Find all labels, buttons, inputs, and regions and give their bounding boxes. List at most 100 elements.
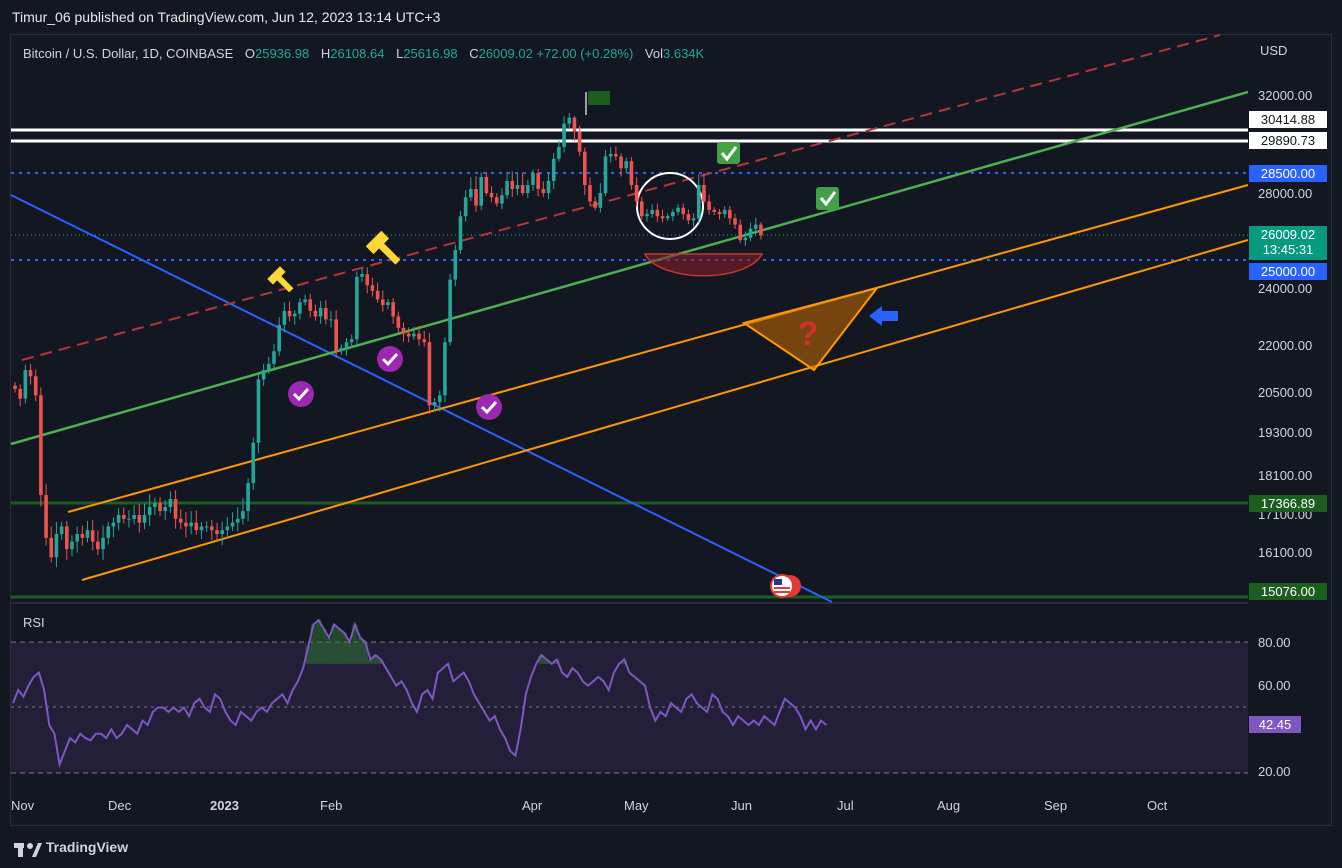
candle-body — [256, 379, 261, 443]
rsi-line — [12, 618, 827, 768]
candle-body — [101, 537, 105, 550]
candle-body — [121, 515, 126, 519]
rsi-overbought-bar — [373, 655, 379, 664]
rsi-overbought-bar — [310, 624, 317, 664]
candle-body — [551, 158, 556, 181]
candle-body — [676, 207, 680, 212]
blue-trendline — [10, 194, 833, 603]
candle-body — [80, 534, 85, 538]
price-tick: 16100.00 — [1258, 545, 1313, 560]
rsi-overbought-bar — [357, 637, 363, 664]
x-axis-label: Feb — [320, 798, 343, 813]
candle-body — [577, 131, 582, 152]
candle-body — [308, 299, 313, 311]
candle-body — [303, 299, 307, 303]
rsi-overbought-bar — [378, 659, 384, 664]
candle-body — [728, 209, 732, 219]
question-mark-icon: ? — [798, 315, 819, 353]
candle-body — [624, 161, 629, 169]
tradingview-logo[interactable]: TradingView — [14, 839, 128, 858]
candle-body — [318, 307, 323, 317]
candle-body — [412, 333, 416, 337]
candle-body — [375, 290, 380, 300]
candle-body — [479, 177, 483, 206]
candle-body — [189, 522, 193, 527]
candle-body — [526, 185, 530, 193]
rsi-overbought-bar — [336, 628, 342, 664]
candle-body — [743, 237, 748, 241]
candle-body — [557, 146, 561, 159]
legend: Bitcoin / U.S. Dollar, 1D, COINBASE O259… — [23, 46, 704, 61]
red-dashed-trendline — [21, 34, 1221, 361]
close-label: C — [469, 46, 479, 61]
rsi-overbought-bar — [538, 655, 544, 664]
candle-body — [298, 302, 302, 314]
candle-body — [629, 161, 634, 185]
volume-value: 3.634K — [663, 46, 705, 61]
x-axis-label: Jul — [837, 798, 854, 813]
rsi-overbought-bar — [543, 659, 550, 664]
currency-label[interactable]: USD — [1260, 43, 1288, 58]
rsi-overbought-bar — [367, 659, 373, 664]
candle-body — [215, 530, 219, 534]
candle-body — [463, 197, 468, 217]
candle-body — [671, 211, 675, 217]
rsi-tick: 60.00 — [1258, 678, 1291, 693]
candle-body — [619, 156, 623, 169]
candle-body — [28, 370, 33, 377]
candle-body — [23, 370, 28, 399]
candle-body — [106, 526, 111, 538]
candle-body — [536, 173, 540, 189]
candle-body — [562, 123, 566, 147]
candle-body — [650, 209, 654, 215]
bar-countdown: 13:45:31 — [1262, 242, 1314, 257]
candle-body — [59, 526, 64, 534]
candle-body — [437, 395, 442, 402]
blue-arrow-icon — [869, 306, 898, 326]
candle-body — [603, 156, 608, 193]
candle-body — [142, 515, 147, 523]
price-tick: 20500.00 — [1258, 385, 1313, 400]
candle-body — [567, 117, 572, 124]
open-label: O — [244, 46, 255, 61]
x-axis-label: Nov — [11, 798, 35, 813]
candle-body — [111, 522, 116, 527]
candle-body — [360, 274, 364, 277]
x-axis-label: Aug — [937, 798, 961, 813]
candle-body — [593, 201, 597, 208]
candle-body — [75, 534, 79, 542]
candle-body — [147, 507, 152, 515]
candle-body — [334, 319, 338, 352]
candle-body — [153, 503, 157, 507]
candle-body — [427, 342, 432, 406]
candle-body — [272, 351, 276, 364]
candle-body — [443, 342, 447, 396]
high-value: 26108.64 — [330, 46, 385, 61]
candle-body — [132, 515, 136, 519]
change-value: +72.00 (+0.28%) — [536, 46, 634, 61]
candle-body — [18, 388, 22, 399]
candle-body — [137, 515, 142, 523]
candle-body — [396, 316, 401, 328]
candle-body — [13, 385, 17, 389]
candle-body — [748, 228, 753, 238]
price-tick: 19300.00 — [1258, 425, 1313, 440]
purple-check-icon-2 — [377, 346, 403, 372]
candle-body — [246, 483, 250, 511]
rsi-title[interactable]: RSI — [23, 615, 45, 630]
rsi-overbought-bar — [362, 642, 368, 664]
price-badge-25000: 25000.00 — [1249, 263, 1327, 280]
flag-icon — [588, 91, 610, 105]
orange-upper-channel — [67, 184, 1249, 513]
candle-body — [453, 250, 458, 280]
candle-body — [65, 526, 69, 550]
candle-body — [173, 499, 178, 519]
hammer-icon-2 — [365, 230, 401, 265]
candle-body — [541, 189, 546, 193]
candle-body — [241, 511, 245, 519]
candle-body — [406, 333, 411, 337]
candle-body — [474, 189, 478, 206]
candle-body — [324, 307, 328, 320]
rsi-overbought-bar — [352, 624, 358, 664]
